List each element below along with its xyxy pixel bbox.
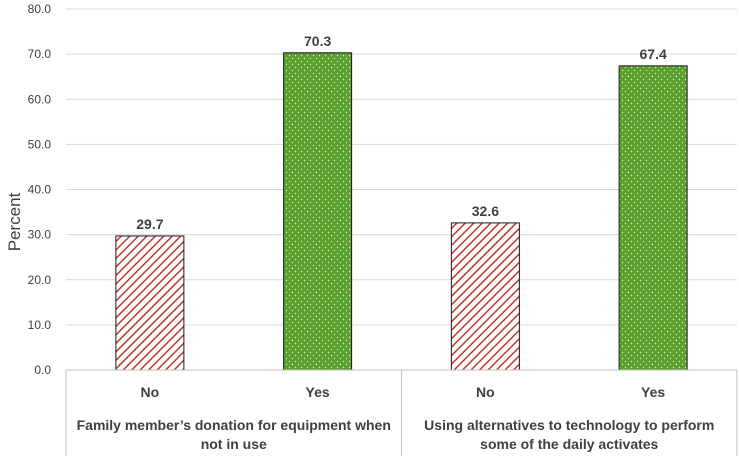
y-tick-label: 50.0	[28, 137, 52, 151]
x-group-label: Using alternatives to technology to perf…	[424, 417, 714, 433]
bar-yes	[283, 52, 353, 371]
x-axis: No Yes Family member’s donation for equipm…	[65, 369, 738, 456]
data-label: 32.6	[472, 203, 499, 219]
x-category-label: No	[476, 384, 495, 400]
y-tick-label: 40.0	[28, 183, 52, 197]
x-group-label: not in use	[201, 436, 267, 452]
y-tick-label: 70.0	[28, 47, 52, 61]
y-axis-ticks: 0.0 10.0 20.0 30.0 40.0 50.0 60.0 70.0 80.0	[28, 2, 52, 377]
bars: 29.7 70.3 32.6 67.4	[115, 33, 688, 371]
y-axis-label: Percent	[5, 192, 24, 251]
bar-no	[450, 222, 520, 371]
y-tick-label: 0.0	[34, 363, 51, 377]
x-category-label: No	[141, 384, 160, 400]
x-group-label: some of the daily activates	[480, 436, 658, 452]
x-category-label: Yes	[306, 384, 330, 400]
y-tick-label: 10.0	[28, 318, 52, 332]
data-label: 29.7	[136, 216, 163, 232]
bar-yes	[618, 65, 688, 371]
x-category-label: Yes	[641, 384, 665, 400]
bar-no	[115, 235, 185, 371]
data-label: 67.4	[640, 46, 667, 62]
y-tick-label: 30.0	[28, 228, 52, 242]
y-tick-label: 60.0	[28, 92, 52, 106]
y-tick-label: 20.0	[28, 273, 52, 287]
x-group-label: Family member’s donation for equipment w…	[77, 417, 391, 433]
y-tick-label: 80.0	[28, 2, 52, 16]
data-label: 70.3	[304, 33, 331, 49]
